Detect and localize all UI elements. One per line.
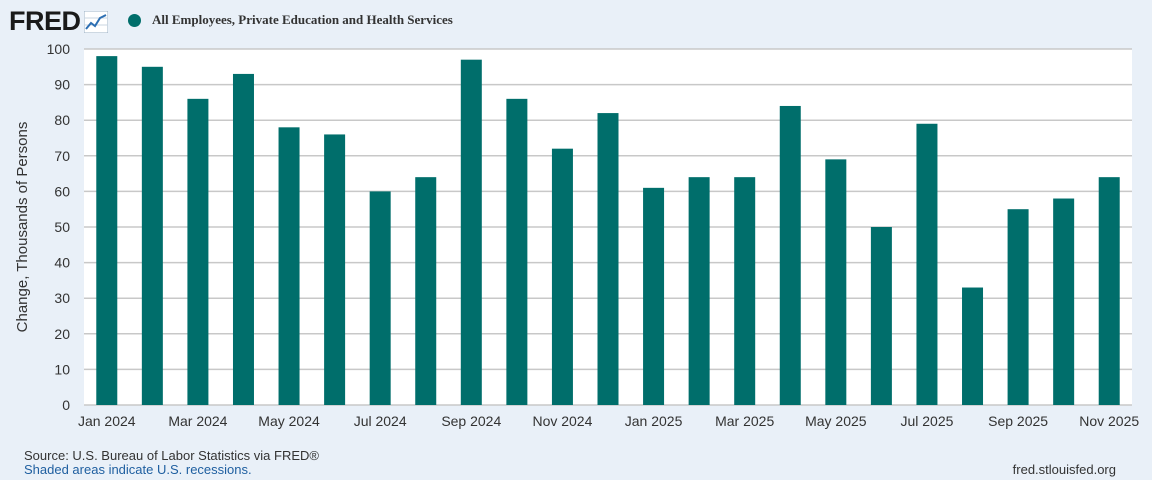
y-tick-label: 0 (62, 397, 70, 413)
bar[interactable] (597, 113, 619, 405)
bar[interactable] (1007, 209, 1029, 405)
x-tick-label: Jan 2025 (625, 413, 683, 429)
bar[interactable] (415, 177, 437, 405)
x-tick-label: Nov 2024 (532, 413, 592, 429)
bar[interactable] (779, 105, 801, 406)
bar[interactable] (232, 73, 254, 406)
y-tick-label: 40 (54, 255, 70, 271)
x-tick-label: Mar 2024 (168, 413, 227, 429)
y-tick-label: 20 (54, 326, 70, 342)
bar[interactable] (460, 59, 482, 406)
legend-label: All Employees, Private Education and Hea… (152, 12, 453, 27)
bar[interactable] (870, 227, 892, 405)
bars (96, 56, 1120, 406)
logo-text: FRED (9, 6, 81, 36)
line-chart-icon (83, 10, 108, 33)
bar[interactable] (1053, 198, 1075, 405)
bar[interactable] (96, 56, 118, 406)
site-url[interactable]: fred.stlouisfed.org (1012, 462, 1116, 477)
x-tick-label: May 2025 (805, 413, 867, 429)
y-tick-label: 10 (54, 361, 70, 377)
y-tick-label: 100 (47, 41, 71, 57)
x-tick-label: Nov 2025 (1079, 413, 1139, 429)
bar[interactable] (734, 177, 756, 405)
bar[interactable] (551, 148, 573, 405)
bar[interactable] (278, 127, 300, 405)
x-tick-label: Sep 2025 (988, 413, 1048, 429)
y-axis-label: Change, Thousands of Persons (14, 122, 31, 333)
recession-note[interactable]: Shaded areas indicate U.S. recessions. (24, 462, 252, 477)
x-tick-label: Sep 2024 (441, 413, 501, 429)
bar[interactable] (688, 177, 710, 405)
x-axis-ticks: Jan 2024 Mar 2024 May 2024 Jul 2024 Sep 2024… (78, 413, 1139, 429)
y-tick-label: 90 (54, 77, 70, 93)
y-tick-label: 30 (54, 290, 70, 306)
bar[interactable] (962, 287, 984, 405)
x-tick-label: Jul 2025 (900, 413, 953, 429)
x-tick-label: Mar 2025 (715, 413, 774, 429)
y-tick-label: 70 (54, 148, 70, 164)
bar[interactable] (324, 134, 346, 405)
bar[interactable] (825, 159, 847, 405)
bar[interactable] (643, 187, 665, 405)
fred-logo[interactable]: FRED (9, 6, 108, 37)
bar[interactable] (187, 98, 209, 405)
x-tick-label: Jan 2024 (78, 413, 136, 429)
bar[interactable] (506, 98, 528, 405)
legend-swatch (128, 13, 141, 27)
x-tick-label: Jul 2024 (354, 413, 407, 429)
bar[interactable] (916, 123, 938, 405)
source-note: Source: U.S. Bureau of Labor Statistics … (24, 448, 319, 463)
legend: All Employees, Private Education and Hea… (128, 12, 453, 28)
x-tick-label: May 2024 (258, 413, 320, 429)
bar[interactable] (1098, 177, 1120, 405)
y-tick-label: 60 (54, 183, 70, 199)
bar[interactable] (141, 66, 163, 406)
y-axis-ticks: 0 10 20 30 40 50 60 70 80 90 100 (47, 41, 71, 413)
y-tick-label: 80 (54, 112, 70, 128)
bar[interactable] (369, 191, 391, 405)
y-tick-label: 50 (54, 219, 70, 235)
